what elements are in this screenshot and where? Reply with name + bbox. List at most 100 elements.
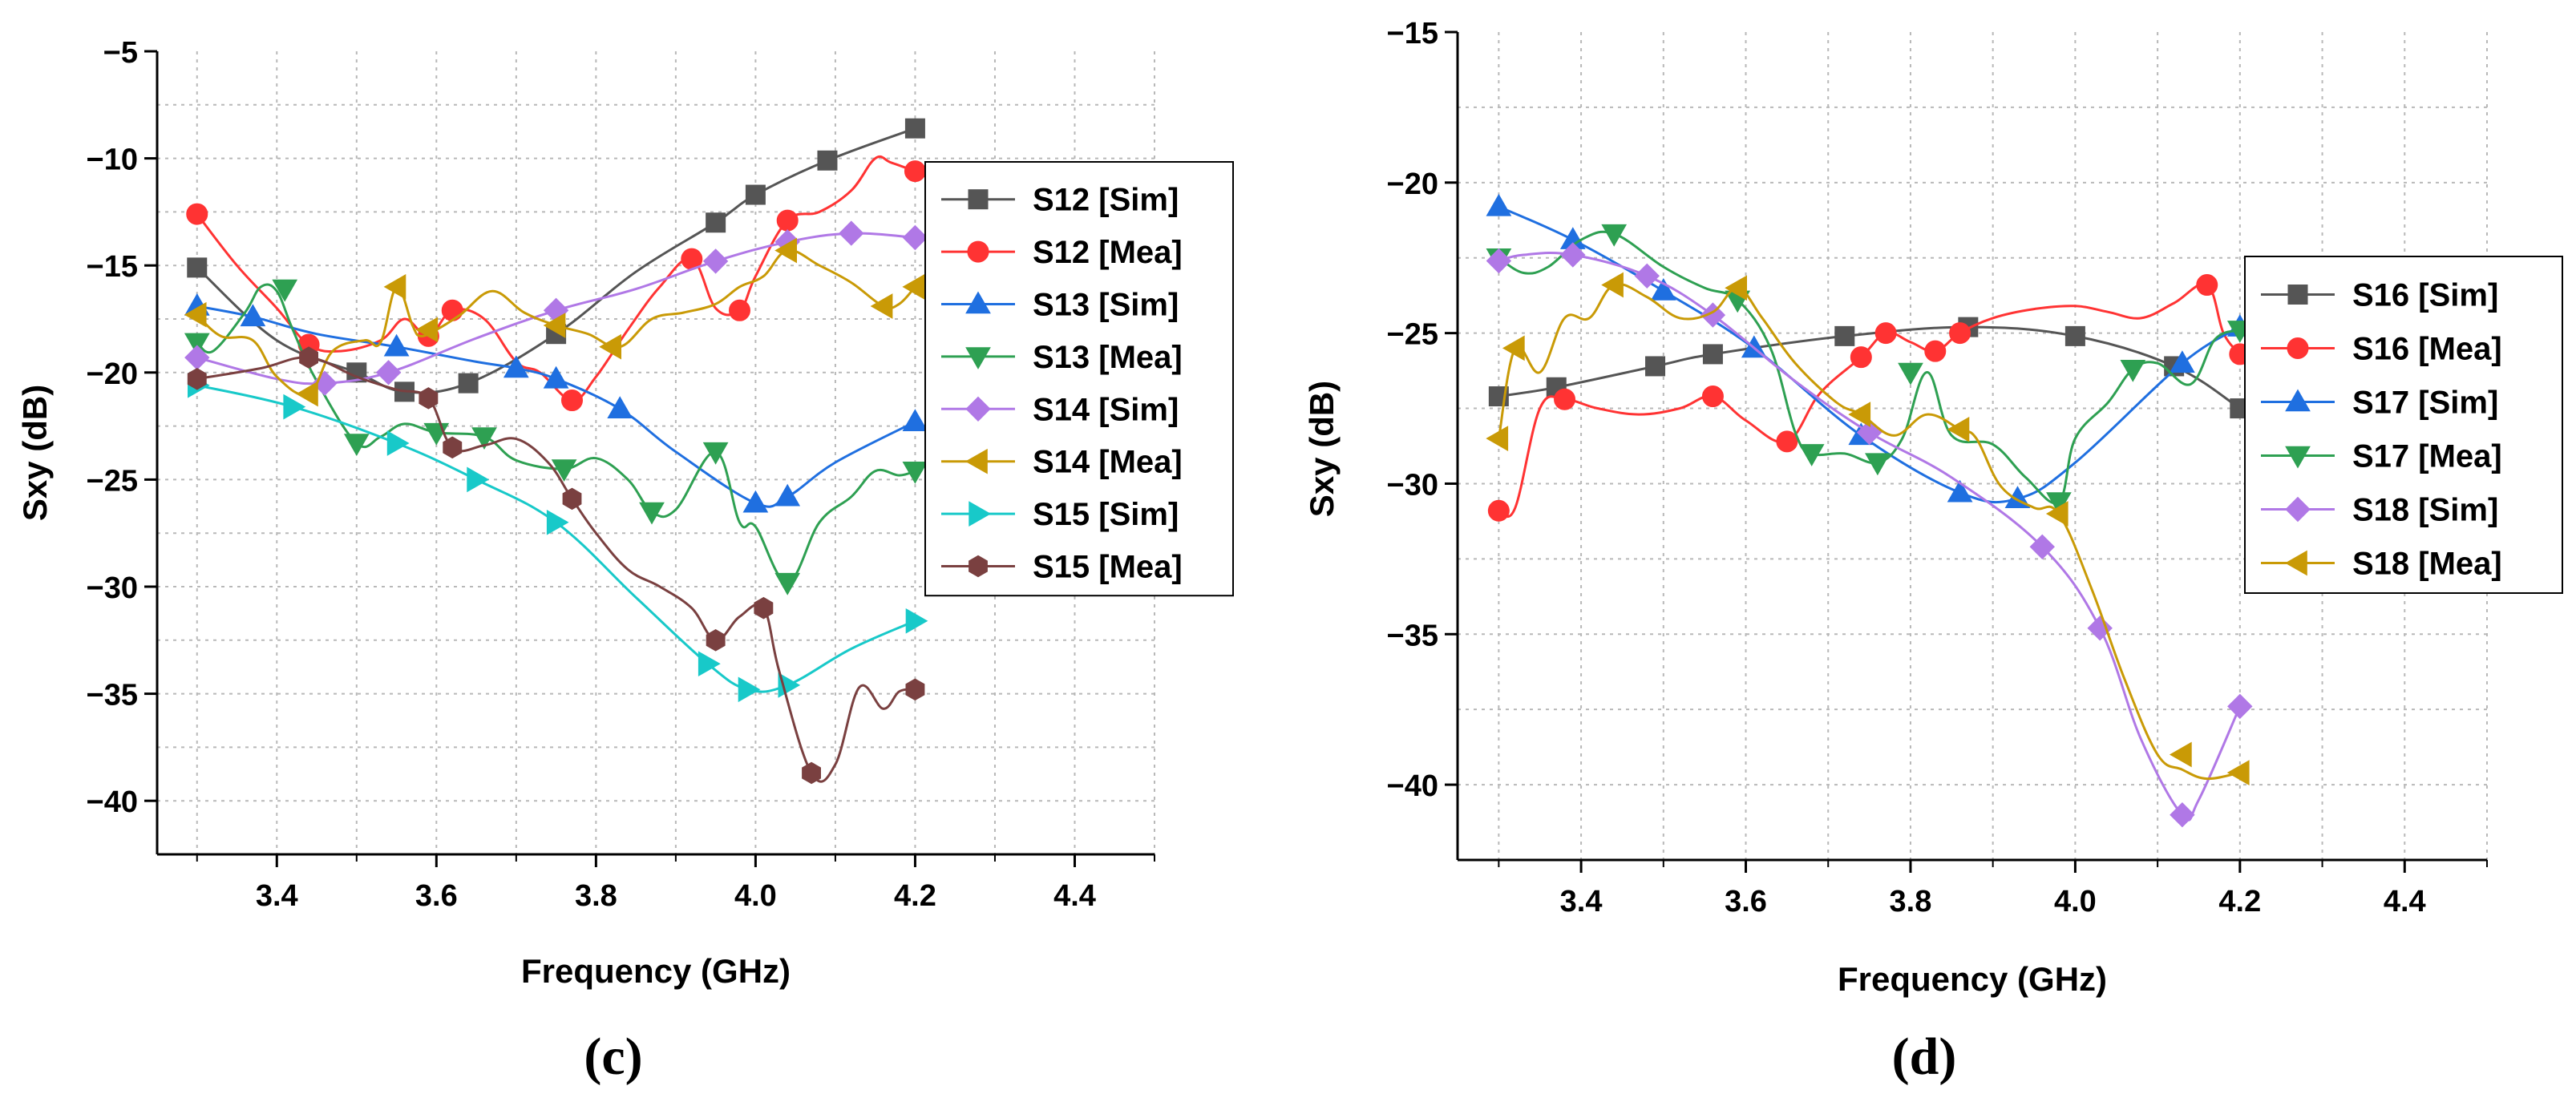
legend-marker [964,448,988,474]
data-point [383,274,406,300]
data-point [299,346,318,369]
data-point [902,274,925,300]
legend-label: S12 [Mea] [1033,235,1183,270]
data-point [443,436,463,459]
data-point [2064,325,2085,346]
data-point [599,333,621,360]
data-point [1702,344,1723,365]
series-s17-mea [1486,224,2253,515]
data-point [706,212,726,233]
data-point [471,427,497,450]
legend-box [924,161,1234,597]
y-tick-label: −20 [1387,168,1438,201]
data-point [1834,325,1855,346]
data-point [386,430,410,456]
legend-item: S12 [Mea] [941,235,1183,270]
legend-item: S13 [Mea] [941,340,1183,375]
panel-label: (c) [584,1027,642,1086]
data-point [375,360,402,385]
data-point [745,184,766,205]
data-point [639,502,665,525]
data-point [1487,499,1510,522]
y-tick-label: −15 [1387,17,1438,50]
data-point [543,365,569,389]
legend-label: S14 [Sim] [1033,392,1179,427]
legend-marker [967,240,989,263]
data-point [774,237,797,264]
legend-label: S12 [Sim] [1033,183,1179,218]
data-point [543,313,566,338]
data-point [1502,335,1525,361]
legend-marker [969,501,992,527]
data-point [458,373,479,394]
data-point [776,209,799,232]
legend-item: S18 [Sim] [2261,493,2498,528]
legend-item: S16 [Sim] [2261,278,2498,313]
y-tick-label: −25 [1387,318,1438,352]
series-line [1498,252,2242,821]
data-point [1949,322,1971,345]
y-tick-label: −40 [1387,769,1438,803]
legend-marker [965,291,991,314]
legend-item: S18 [Mea] [2261,547,2502,582]
data-point [904,118,925,139]
data-point [902,409,928,431]
data-point [2045,501,2068,527]
data-point [546,509,569,535]
data-point [2170,801,2195,828]
x-axis-label: Frequency (GHz) [1838,960,2107,998]
legend-marker [965,347,991,369]
legend-marker [2285,446,2311,469]
data-point [738,676,761,703]
data-point [1874,322,1897,345]
data-point [706,629,726,652]
data-point [742,490,769,513]
y-axis-label: Sxy (dB) [16,385,54,521]
legend-marker [2284,550,2307,576]
data-point [240,304,266,327]
series-s14-mea [184,237,925,407]
y-tick-label: −10 [87,143,138,177]
series-s15-sim [188,372,928,703]
legend-item: S13 [Sim] [941,288,1179,323]
y-tick-label: −15 [87,250,138,284]
legend-label: S18 [Mea] [2352,547,2502,582]
legend-box [2244,256,2563,594]
data-point [2226,760,2250,785]
legend-label: S13 [Sim] [1033,288,1179,323]
data-point [1560,242,1586,268]
legend-label: S18 [Sim] [2352,493,2498,528]
legend-label: S17 [Mea] [2352,439,2502,474]
data-point [184,333,210,356]
data-point [419,387,439,410]
data-point [441,299,463,321]
x-tick-label: 3.4 [256,879,298,913]
data-point [561,390,584,412]
data-point [1947,479,1973,503]
data-point [1924,340,1947,362]
legend-marker [968,189,989,210]
data-point [905,608,928,634]
legend-item: S17 [Sim] [2261,385,2498,421]
legend-marker [2287,285,2308,305]
legend-marker [969,555,988,578]
data-point [1725,275,1747,301]
data-point [1898,362,1923,385]
legend-label: S13 [Mea] [1033,340,1183,375]
data-point [698,651,721,677]
data-point [467,466,490,493]
data-point [774,572,801,595]
y-tick-label: −30 [87,571,138,605]
data-point [296,381,318,407]
x-axis-label: Frequency (GHz) [521,952,791,990]
data-point [774,483,801,507]
data-point [283,394,306,420]
series-s18-sim [1486,242,2253,828]
series-line [196,384,916,693]
legend-label: S15 [Sim] [1033,497,1179,532]
series-s15-mea [187,346,925,785]
data-point [383,333,410,357]
x-tick-label: 4.2 [894,879,936,913]
data-point [1554,388,1576,410]
data-point [1486,426,1509,451]
